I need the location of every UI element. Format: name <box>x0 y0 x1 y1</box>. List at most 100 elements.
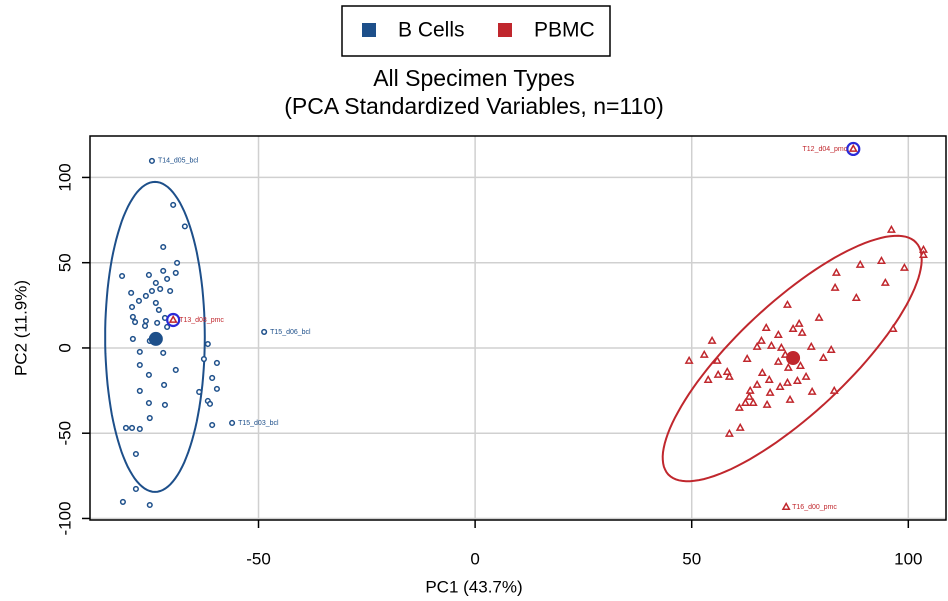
point <box>801 371 811 380</box>
point <box>851 292 861 301</box>
point <box>136 387 143 394</box>
point <box>164 275 171 282</box>
point <box>132 318 139 326</box>
point <box>146 414 153 422</box>
highlight-ring <box>166 312 181 328</box>
point <box>160 267 167 274</box>
point <box>855 259 865 268</box>
point <box>152 279 159 287</box>
point <box>148 287 155 295</box>
confidence-ellipse <box>104 180 206 493</box>
point <box>757 367 767 376</box>
point-label: T16_d00_pmc <box>792 504 837 511</box>
point <box>831 267 841 276</box>
y-tick-label: 50 <box>55 253 74 272</box>
point <box>174 259 181 266</box>
point <box>132 485 139 493</box>
y-tick-label: -100 <box>55 501 74 535</box>
point-label: T12_d04_pmc <box>803 146 848 153</box>
point <box>707 335 717 344</box>
highlight-ring <box>846 141 861 157</box>
point <box>167 287 174 295</box>
point <box>209 374 216 382</box>
point <box>128 424 136 431</box>
point <box>164 323 171 331</box>
x-axis-label: PC1 (43.7%) <box>425 577 522 596</box>
point <box>766 340 776 349</box>
centroid <box>786 351 801 366</box>
point <box>196 388 203 395</box>
point <box>752 379 762 388</box>
point <box>129 313 136 320</box>
point <box>122 424 130 431</box>
point <box>782 377 792 386</box>
point <box>918 249 928 258</box>
point <box>142 317 149 325</box>
point <box>744 391 754 400</box>
point <box>788 323 798 332</box>
point <box>764 374 774 383</box>
legend-label: B Cells <box>398 19 465 42</box>
y-tick-label: 100 <box>55 163 74 191</box>
y-axis-label: PC2 (11.9%) <box>11 280 30 376</box>
point <box>152 299 159 306</box>
point <box>756 335 766 344</box>
point <box>213 385 220 392</box>
point <box>785 394 795 403</box>
point <box>142 292 149 299</box>
point <box>155 306 162 313</box>
chart-subtitle: (PCA Standardized Variables, n=110) <box>284 93 664 119</box>
y-tick-label: -50 <box>55 421 74 446</box>
point <box>154 319 161 326</box>
legend-box <box>341 5 611 57</box>
point <box>722 366 732 375</box>
point <box>752 341 762 350</box>
x-tick-label: 0 <box>470 549 479 568</box>
point <box>160 243 167 251</box>
x-tick-label: 50 <box>682 549 701 568</box>
point <box>172 366 179 373</box>
point <box>136 361 143 369</box>
point <box>160 349 167 356</box>
point <box>141 322 149 330</box>
point <box>146 501 153 509</box>
point <box>145 399 152 407</box>
point <box>136 348 143 355</box>
point <box>172 269 179 276</box>
point <box>145 271 152 279</box>
point <box>795 360 805 369</box>
legend-label: PBMC <box>534 19 595 42</box>
point <box>157 285 164 293</box>
point-label: T15_d06_bcl <box>270 329 311 336</box>
point <box>724 371 734 380</box>
point <box>740 397 750 406</box>
point <box>765 387 775 396</box>
point <box>735 422 745 431</box>
point <box>724 428 734 437</box>
point <box>206 400 214 407</box>
chart-title: All Specimen Types <box>373 65 575 91</box>
point <box>703 374 713 383</box>
y-tick-label: 0 <box>55 343 74 352</box>
confidence-ellipse <box>661 234 923 483</box>
point <box>181 223 188 230</box>
point <box>128 289 135 296</box>
point <box>773 356 783 365</box>
point <box>229 419 236 427</box>
point <box>899 262 909 271</box>
point <box>168 314 178 323</box>
point <box>161 401 168 408</box>
point <box>748 397 758 406</box>
point <box>713 369 723 378</box>
point <box>119 272 126 280</box>
point <box>136 425 143 432</box>
point <box>129 335 136 342</box>
point <box>745 385 755 394</box>
point <box>148 157 155 164</box>
legend-swatch <box>362 23 376 37</box>
point <box>145 371 152 378</box>
point <box>699 349 709 358</box>
point <box>797 327 807 336</box>
point-label: T13_d08_pmc <box>179 317 224 324</box>
